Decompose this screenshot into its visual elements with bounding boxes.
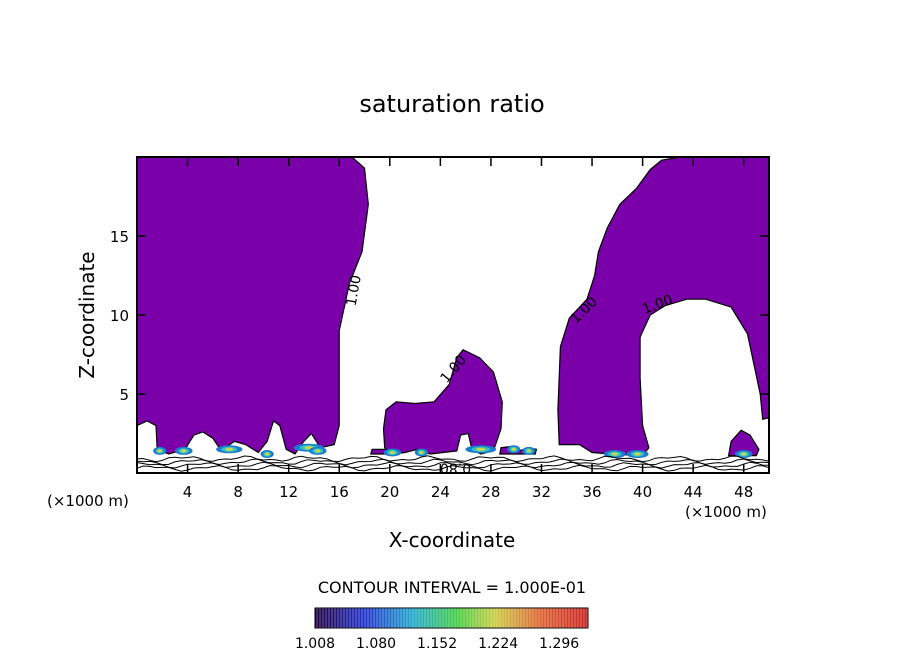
y-tick-label: 10 bbox=[110, 307, 129, 325]
ground-contour-line bbox=[137, 458, 769, 466]
hotspot-peak bbox=[611, 452, 619, 456]
hotspot-peak bbox=[181, 449, 187, 453]
contour-label: 1.00 bbox=[344, 274, 365, 307]
colorbar-tick-label: 1.008 bbox=[295, 636, 335, 652]
x-axis-ticks: 4 8 12 16 20 24 28 32 36 40 44 48 bbox=[183, 157, 753, 501]
x-tick-label: 8 bbox=[233, 483, 243, 501]
hotspot-peak bbox=[157, 449, 162, 453]
colorbar-stripes bbox=[316, 608, 588, 628]
ground-contours bbox=[137, 455, 769, 472]
plot-area: 1.001.001.00 1.000.80 bbox=[137, 157, 769, 476]
colorbar-tick-labels: 1.008 1.080 1.152 1.224 1.296 bbox=[295, 636, 579, 652]
hotspot-peak bbox=[476, 447, 486, 451]
chart-title: saturation ratio bbox=[359, 90, 544, 118]
right-arch-region bbox=[557, 157, 769, 457]
contour-interval-text: CONTOUR INTERVAL = 1.000E-01 bbox=[318, 578, 586, 597]
left-supersaturated-region bbox=[137, 157, 369, 455]
y-tick-label: 15 bbox=[110, 228, 129, 246]
colorbar-tick-label: 1.224 bbox=[478, 636, 518, 652]
filled-regions bbox=[137, 157, 769, 457]
x-tick-label: 40 bbox=[633, 483, 652, 501]
x-axis-label: X-coordinate bbox=[389, 528, 516, 552]
hotspot-peak bbox=[741, 452, 747, 456]
x-tick-label: 16 bbox=[330, 483, 349, 501]
hotspot-peak bbox=[634, 452, 641, 456]
colorbar bbox=[314, 607, 589, 629]
hotspot-peak bbox=[419, 450, 424, 455]
x-unit-left: (×1000 m) bbox=[47, 492, 129, 510]
hotspot-peak bbox=[389, 450, 395, 455]
y-tick-label: 5 bbox=[119, 386, 129, 404]
colorbar-tick-label: 1.152 bbox=[417, 636, 457, 652]
colorbar-tick-label: 1.296 bbox=[539, 636, 579, 652]
ground-contour-line bbox=[137, 455, 769, 463]
colorbar-tick-label: 1.080 bbox=[356, 636, 396, 652]
x-tick-label: 32 bbox=[532, 483, 551, 501]
middle-mound-region bbox=[382, 349, 503, 455]
hotspot-peak bbox=[265, 452, 270, 456]
hotspot-peak bbox=[511, 447, 516, 451]
x-tick-label: 44 bbox=[684, 483, 703, 501]
y-axis-ticks: 5 10 15 bbox=[110, 228, 769, 404]
y-axis-label: Z-coordinate bbox=[75, 251, 99, 378]
contour-label: 0.80 bbox=[440, 460, 471, 476]
hotspot-peak bbox=[315, 449, 321, 453]
x-tick-label: 36 bbox=[582, 483, 601, 501]
ground-contour-line bbox=[137, 461, 769, 469]
bottom-right-region bbox=[727, 429, 760, 457]
x-tick-label: 12 bbox=[279, 483, 298, 501]
x-unit-right: (×1000 m) bbox=[685, 503, 767, 521]
x-tick-label: 48 bbox=[734, 483, 753, 501]
x-tick-label: 28 bbox=[481, 483, 500, 501]
x-tick-label: 4 bbox=[183, 483, 193, 501]
x-tick-label: 24 bbox=[431, 483, 450, 501]
x-tick-label: 20 bbox=[380, 483, 399, 501]
ground-contour-line bbox=[137, 464, 769, 472]
hotspot-peak bbox=[526, 449, 531, 453]
hotspot-peak bbox=[225, 447, 234, 451]
